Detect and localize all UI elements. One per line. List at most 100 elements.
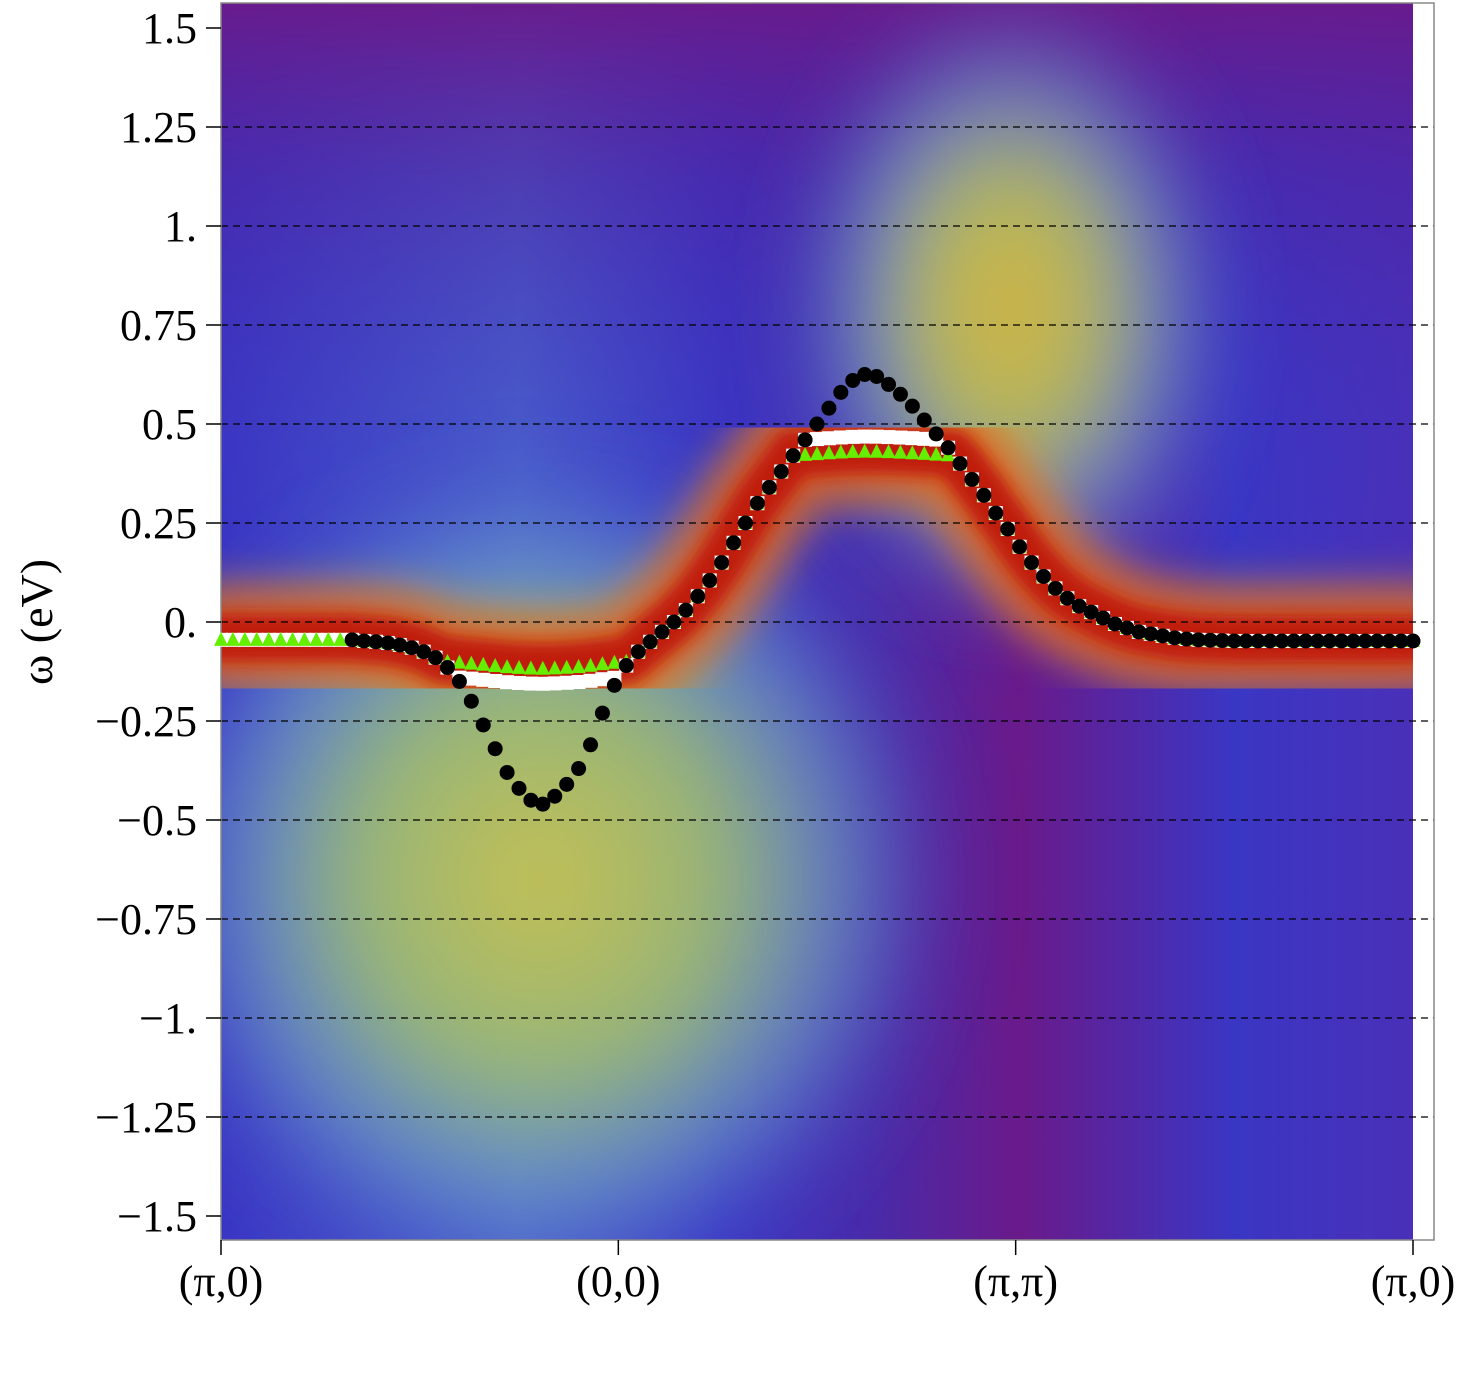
circle-marker [869, 368, 885, 384]
square-marker [881, 430, 896, 445]
square-marker [810, 432, 824, 447]
y-tick-label: −1. [139, 994, 197, 1043]
triangle-marker [559, 659, 574, 674]
circle-marker [1357, 633, 1373, 649]
circle-marker [928, 426, 944, 442]
circle-marker [1190, 632, 1206, 648]
circle-marker [892, 386, 908, 402]
circle-marker [702, 572, 718, 588]
triangle-marker [929, 446, 944, 461]
circle-marker [976, 487, 992, 503]
y-tick-label: −1.5 [117, 1192, 197, 1241]
square-marker [547, 676, 562, 691]
y-tick-label: −0.75 [95, 895, 197, 944]
triangle-marker [452, 654, 467, 669]
circle-marker [416, 644, 432, 660]
circle-marker [1119, 620, 1135, 636]
circle-marker [642, 634, 658, 650]
circle-marker [1035, 568, 1051, 584]
triangle-marker [857, 443, 872, 458]
square-marker [523, 676, 538, 691]
circle-marker [606, 677, 622, 693]
y-tick-label: 1. [164, 202, 197, 251]
x-tick-label: (π,0) [179, 1257, 264, 1306]
circle-marker [1095, 610, 1111, 626]
circle-marker [737, 515, 753, 531]
square-marker [869, 429, 884, 444]
square-marker [833, 430, 848, 445]
circle-marker [833, 384, 849, 400]
circle-marker [1202, 632, 1218, 648]
y-tick-label: 0.5 [142, 400, 197, 449]
circle-marker [1381, 633, 1397, 649]
circle-marker [773, 464, 789, 480]
y-tick-label: −0.5 [117, 796, 197, 845]
triangle-marker [321, 631, 336, 646]
triangle-marker [225, 631, 240, 646]
circle-marker [916, 412, 932, 428]
circle-marker [583, 737, 599, 753]
triangle-marker [273, 631, 288, 646]
circle-marker [1047, 580, 1063, 596]
circle-marker [344, 632, 360, 648]
x-tick-label: (0,0) [576, 1257, 660, 1306]
circle-marker [821, 400, 837, 416]
circle-marker [881, 376, 897, 392]
circle-marker [1262, 633, 1278, 649]
triangle-marker [214, 631, 228, 646]
triangle-marker [309, 631, 324, 646]
circle-marker [1226, 633, 1242, 649]
circle-marker [904, 398, 920, 414]
triangle-marker [905, 445, 920, 460]
triangle-marker [333, 631, 348, 646]
circle-marker [630, 644, 646, 660]
triangle-marker [523, 660, 538, 675]
circle-marker [714, 555, 730, 571]
square-marker [476, 672, 491, 687]
circle-marker [1333, 633, 1349, 649]
circle-marker [428, 650, 444, 666]
circle-marker [1143, 626, 1159, 642]
data-markers [214, 367, 1421, 812]
y-tick-label: 0.25 [120, 499, 197, 548]
y-tick-label: −0.25 [95, 697, 197, 746]
triangle-marker [476, 656, 491, 671]
circle-marker [1274, 633, 1290, 649]
circle-marker [1322, 633, 1338, 649]
square-marker [821, 431, 836, 446]
triangle-marker [500, 659, 515, 674]
circle-marker [1310, 633, 1326, 649]
triangle-marker [547, 660, 562, 675]
circle-marker [1179, 631, 1195, 647]
square-marker [464, 671, 479, 686]
square-marker [488, 674, 503, 689]
triangle-marker [583, 657, 598, 672]
circle-marker [1131, 624, 1147, 640]
circle-marker [559, 776, 575, 792]
square-marker [583, 673, 598, 688]
circle-marker [785, 448, 801, 464]
circle-marker [392, 637, 408, 653]
circle-marker [1393, 633, 1409, 649]
circle-marker [404, 640, 420, 656]
y-tick-label: 1.5 [142, 4, 197, 53]
circle-marker [1238, 633, 1254, 649]
circle-marker [571, 761, 587, 777]
triangle-marker [488, 657, 503, 672]
circle-marker [1000, 521, 1016, 537]
square-marker [559, 675, 574, 690]
circle-marker [666, 614, 682, 630]
triangle-marker [893, 444, 908, 459]
circle-marker [809, 416, 825, 432]
circle-marker [797, 432, 813, 448]
square-marker [845, 429, 860, 444]
circle-marker [1214, 633, 1230, 649]
circle-marker [463, 693, 479, 709]
circle-marker [1024, 555, 1040, 571]
circle-marker [439, 660, 455, 676]
circle-marker [1298, 633, 1314, 649]
triangle-marker [297, 631, 312, 646]
circle-marker [475, 717, 491, 733]
triangle-marker [881, 444, 896, 459]
